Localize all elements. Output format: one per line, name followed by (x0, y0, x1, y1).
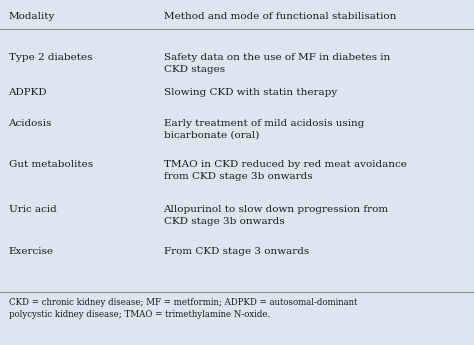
Text: CKD = chronic kidney disease; MF = metformin; ADPKD = autosomal-dominant
polycys: CKD = chronic kidney disease; MF = metfo… (9, 298, 357, 318)
Text: Modality: Modality (9, 12, 55, 21)
Text: Type 2 diabetes: Type 2 diabetes (9, 53, 92, 62)
Text: ADPKD: ADPKD (9, 88, 47, 97)
Text: Allopurinol to slow down progression from
CKD stage 3b onwards: Allopurinol to slow down progression fro… (164, 205, 389, 226)
Text: Acidosis: Acidosis (9, 119, 52, 128)
Text: Early treatment of mild acidosis using
bicarbonate (oral): Early treatment of mild acidosis using b… (164, 119, 364, 140)
Text: TMAO in CKD reduced by red meat avoidance
from CKD stage 3b onwards: TMAO in CKD reduced by red meat avoidanc… (164, 160, 406, 181)
Text: From CKD stage 3 onwards: From CKD stage 3 onwards (164, 247, 309, 256)
Text: Uric acid: Uric acid (9, 205, 56, 214)
Text: Slowing CKD with statin therapy: Slowing CKD with statin therapy (164, 88, 337, 97)
Text: Safety data on the use of MF in diabetes in
CKD stages: Safety data on the use of MF in diabetes… (164, 53, 390, 74)
Text: Gut metabolites: Gut metabolites (9, 160, 92, 169)
Text: Exercise: Exercise (9, 247, 54, 256)
Text: Method and mode of functional stabilisation: Method and mode of functional stabilisat… (164, 12, 396, 21)
